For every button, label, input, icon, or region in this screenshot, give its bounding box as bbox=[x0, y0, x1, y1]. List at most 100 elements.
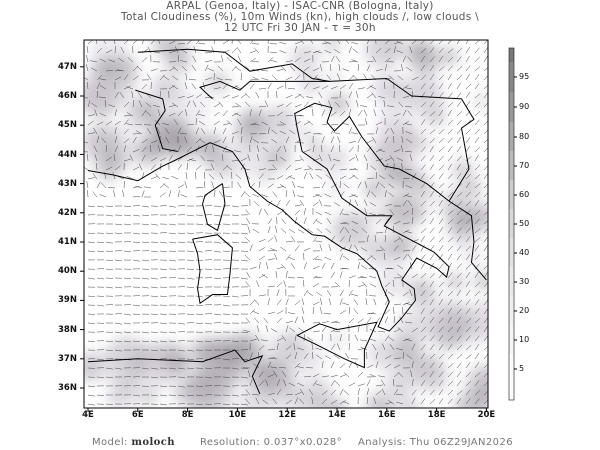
wind-barb bbox=[213, 268, 221, 270]
wind-barb bbox=[384, 316, 389, 324]
wind-barb bbox=[258, 109, 262, 117]
wind-barb bbox=[438, 218, 444, 225]
wind-barb bbox=[393, 389, 399, 396]
wind-barb bbox=[429, 111, 436, 117]
wind-barb bbox=[91, 102, 98, 108]
wind-barb bbox=[195, 385, 203, 387]
analysis-value: Thu 06Z29JAN2026 bbox=[409, 437, 513, 448]
wind-barb bbox=[447, 73, 452, 81]
wind-barb bbox=[114, 340, 122, 342]
wind-barb bbox=[177, 184, 185, 189]
wind-barb bbox=[402, 55, 407, 63]
wind-barb bbox=[348, 317, 355, 324]
wind-barb bbox=[168, 277, 176, 279]
colorbar-label: 50 bbox=[519, 219, 530, 228]
wind-barb bbox=[283, 280, 287, 288]
wind-barb bbox=[105, 49, 113, 54]
wind-barb bbox=[357, 277, 365, 279]
wind-barb bbox=[474, 254, 480, 261]
wind-barb bbox=[420, 218, 427, 225]
wind-barb bbox=[108, 104, 116, 108]
wind-barb bbox=[456, 111, 463, 117]
wind-barb bbox=[330, 55, 335, 63]
wind-barb bbox=[315, 51, 323, 54]
wind-barb bbox=[345, 352, 350, 360]
wind-barb bbox=[114, 250, 122, 252]
wind-barb bbox=[276, 337, 284, 342]
wind-barb bbox=[258, 294, 266, 297]
wind-barb bbox=[114, 349, 122, 352]
wind-barb bbox=[324, 50, 332, 54]
wind-barb bbox=[357, 383, 365, 387]
cloud-patch bbox=[260, 359, 295, 393]
wind-barb bbox=[342, 213, 350, 216]
wind-barb bbox=[387, 267, 395, 270]
wind-barb bbox=[294, 104, 302, 108]
wind-barb bbox=[474, 66, 481, 72]
wind-barb bbox=[411, 361, 414, 369]
wind-barb bbox=[405, 338, 413, 342]
wind-barb bbox=[388, 183, 395, 189]
wind-barb bbox=[483, 92, 488, 99]
lat-label: 36N bbox=[58, 383, 77, 393]
wind-barb bbox=[213, 214, 221, 217]
wind-barb bbox=[285, 114, 293, 117]
wind-barb bbox=[375, 172, 378, 180]
wind-barb bbox=[411, 379, 414, 387]
wind-barb bbox=[84, 166, 89, 171]
wind-barb bbox=[465, 264, 472, 270]
wind-barb bbox=[438, 326, 444, 333]
wind-barb bbox=[126, 176, 134, 180]
wind-barb bbox=[272, 164, 278, 171]
wind-barb bbox=[447, 56, 454, 63]
wind-barb bbox=[294, 167, 302, 171]
wind-barb bbox=[280, 156, 287, 162]
wind-barb bbox=[339, 145, 341, 153]
wind-barb bbox=[357, 258, 365, 261]
wind-barb bbox=[276, 389, 282, 396]
wind-barb bbox=[456, 155, 462, 162]
wind-barb bbox=[393, 41, 401, 45]
wind-barb bbox=[195, 286, 203, 288]
wind-barb bbox=[420, 398, 426, 405]
wind-barb bbox=[334, 101, 341, 108]
wind-barb bbox=[294, 352, 298, 360]
wind-barb bbox=[261, 77, 269, 81]
wind-barb bbox=[438, 317, 444, 324]
wind-barb bbox=[465, 137, 471, 144]
wind-barb bbox=[281, 218, 287, 225]
wind-barb bbox=[315, 220, 323, 225]
wind-barb bbox=[276, 111, 283, 117]
wind-barb bbox=[105, 214, 113, 217]
lat-label: 38N bbox=[58, 325, 77, 335]
wind-barb bbox=[447, 299, 453, 306]
wind-barb bbox=[96, 136, 100, 144]
wind-barbs bbox=[84, 40, 488, 406]
wind-barb bbox=[465, 308, 471, 315]
wind-barb bbox=[96, 82, 101, 90]
wind-barb bbox=[177, 164, 183, 171]
wind-barb bbox=[438, 380, 444, 387]
colorbar-segment bbox=[509, 238, 514, 267]
wind-barb bbox=[159, 183, 166, 189]
wind-barb bbox=[366, 177, 374, 180]
wind-barb bbox=[456, 173, 462, 180]
wind-barb bbox=[383, 100, 386, 108]
wind-barb bbox=[372, 136, 377, 144]
wind-barb bbox=[258, 371, 264, 378]
wind-barb bbox=[276, 104, 284, 108]
wind-barb bbox=[204, 205, 212, 207]
wind-barb bbox=[123, 119, 129, 126]
wind-barb bbox=[150, 394, 158, 397]
wind-barb bbox=[312, 86, 320, 90]
colorbar-segment bbox=[509, 325, 514, 354]
wind-barb bbox=[99, 194, 107, 198]
wind-barb bbox=[447, 137, 453, 144]
wind-barb bbox=[159, 403, 167, 406]
wind-barb bbox=[105, 376, 113, 378]
wind-barb bbox=[438, 92, 444, 99]
wind-barb bbox=[339, 388, 344, 396]
wind-barb bbox=[312, 307, 315, 315]
wind-barb bbox=[438, 129, 445, 135]
wind-barb bbox=[306, 367, 314, 369]
